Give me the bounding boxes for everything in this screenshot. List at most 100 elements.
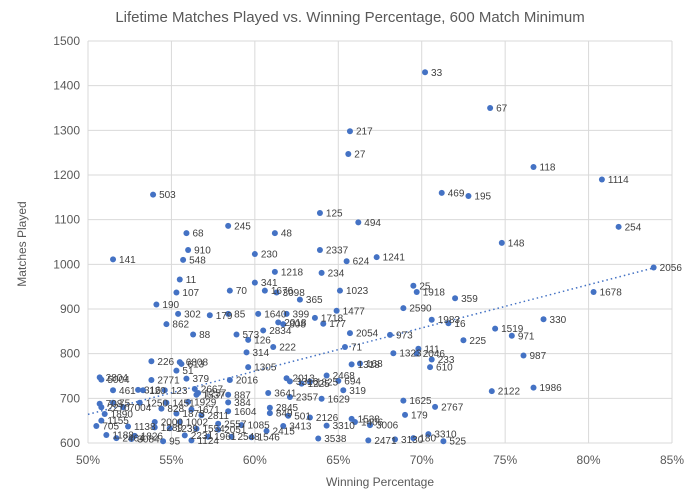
data-label: 3130 xyxy=(401,435,424,446)
data-point xyxy=(120,404,127,411)
data-label: 1241 xyxy=(383,253,406,264)
data-label: 828 xyxy=(167,404,184,415)
data-point xyxy=(280,321,287,328)
data-label: 3413 xyxy=(289,422,312,433)
data-label: 2231 xyxy=(191,431,214,442)
data-point xyxy=(153,301,160,308)
data-label: 1085 xyxy=(248,421,271,432)
data-point xyxy=(225,399,232,406)
data-label: 2357 xyxy=(296,392,319,403)
data-point xyxy=(392,436,399,443)
x-tick-label: 50% xyxy=(76,453,100,467)
data-label: 494 xyxy=(364,218,381,229)
data-point xyxy=(306,414,313,421)
data-point xyxy=(101,410,108,417)
data-point xyxy=(540,316,547,323)
data-point xyxy=(161,387,168,394)
data-label: 1250 xyxy=(146,398,169,409)
data-label: 2834 xyxy=(269,326,292,337)
data-label: 887 xyxy=(234,390,251,401)
data-point xyxy=(173,289,180,296)
data-point xyxy=(243,349,250,356)
data-point xyxy=(176,419,183,426)
data-point xyxy=(428,316,435,323)
data-point xyxy=(180,256,187,263)
data-label: 51 xyxy=(182,366,194,377)
data-label: 233 xyxy=(438,355,455,366)
data-point xyxy=(508,332,515,339)
data-label: 1918 xyxy=(423,288,446,299)
data-point xyxy=(348,361,355,368)
data-label: 1676 xyxy=(271,286,294,297)
x-axis-title: Winning Percentage xyxy=(326,475,434,489)
data-label: 75 xyxy=(119,398,131,409)
data-label: 330 xyxy=(550,315,567,326)
data-label: 1625 xyxy=(409,396,432,407)
data-point xyxy=(445,320,452,327)
data-point xyxy=(492,325,499,332)
data-point xyxy=(128,435,135,442)
data-label: 225 xyxy=(469,336,486,347)
data-point xyxy=(402,411,409,418)
data-label: 3006 xyxy=(376,421,399,432)
data-point xyxy=(178,360,185,367)
data-label: 1640 xyxy=(264,309,287,320)
data-label: 1538 xyxy=(358,414,381,425)
data-point xyxy=(205,433,212,440)
data-point xyxy=(266,410,273,417)
data-label: 469 xyxy=(448,188,465,199)
data-label: 708 xyxy=(106,399,123,410)
data-point xyxy=(265,389,272,396)
data-point xyxy=(306,378,313,385)
data-point xyxy=(365,437,372,444)
data-point xyxy=(183,375,190,382)
data-label: 85 xyxy=(234,309,246,320)
x-tick-label: 75% xyxy=(493,453,517,467)
data-label: 2464 xyxy=(122,434,145,445)
y-tick-label: 1000 xyxy=(53,257,80,271)
data-label: 126 xyxy=(254,335,271,346)
y-tick-label: 700 xyxy=(60,391,80,405)
data-point xyxy=(390,350,397,357)
y-axis-ticks: 600 700 800 900 1000 1100 1200 1300 1400 1500 xyxy=(53,34,80,450)
data-label: 910 xyxy=(194,246,211,257)
data-point xyxy=(98,404,105,411)
y-tick-label: 1100 xyxy=(54,213,80,227)
data-point xyxy=(175,310,182,317)
y-tick-label: 1400 xyxy=(53,79,80,93)
data-label: 11 xyxy=(186,275,197,286)
data-point xyxy=(263,427,270,434)
data-point xyxy=(255,310,262,317)
data-label: 254 xyxy=(625,222,642,233)
chart-title: Lifetime Matches Played vs. Winning Perc… xyxy=(115,9,584,26)
data-label: 2056 xyxy=(660,263,683,274)
data-point xyxy=(238,422,245,429)
data-label: 71 xyxy=(351,342,363,353)
data-label: 2471 xyxy=(374,436,397,447)
data-point xyxy=(225,408,232,415)
data-point xyxy=(323,372,330,379)
y-tick-label: 1200 xyxy=(53,168,80,182)
data-label: 222 xyxy=(279,342,296,353)
data-point xyxy=(125,423,132,430)
data-label: 1323 xyxy=(399,349,422,360)
data-label: 849 xyxy=(276,409,293,420)
data-point xyxy=(181,432,188,439)
data-label: 1257 xyxy=(204,388,227,399)
data-label: 341 xyxy=(261,278,278,289)
data-point xyxy=(271,268,278,275)
data-point xyxy=(245,364,252,371)
data-label: 2468 xyxy=(333,371,356,382)
data-point xyxy=(158,405,165,412)
data-point xyxy=(316,247,323,254)
x-tick-label: 65% xyxy=(326,453,350,467)
data-label: 3098 xyxy=(283,288,306,299)
data-point xyxy=(151,424,158,431)
data-label: 67 xyxy=(496,104,508,115)
data-label: 2337 xyxy=(326,246,349,257)
data-label: 148 xyxy=(508,238,525,249)
data-point xyxy=(286,378,293,385)
data-label: 1239 xyxy=(176,424,199,435)
data-point xyxy=(650,264,657,271)
data-point xyxy=(215,420,222,427)
